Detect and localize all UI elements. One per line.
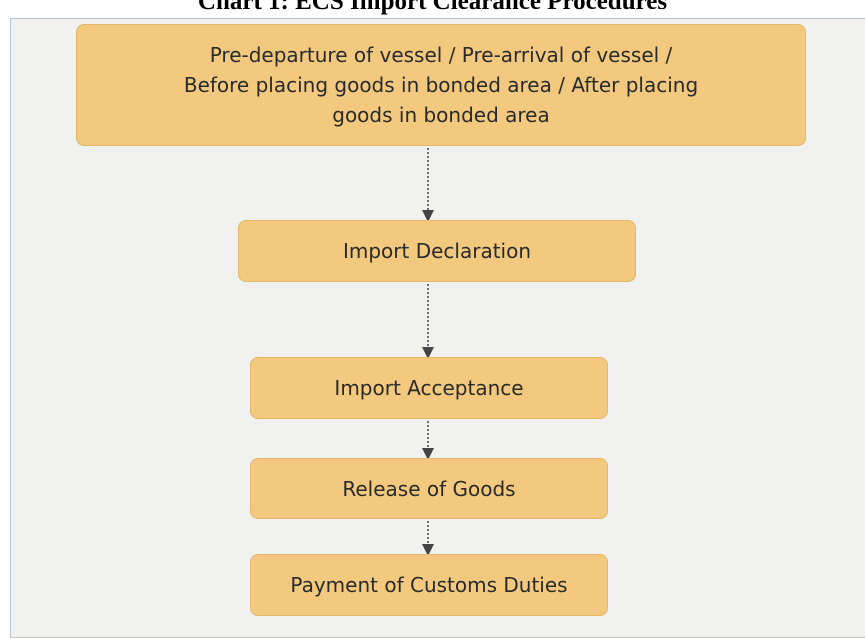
step-text: goods in bonded area: [332, 103, 550, 127]
step-text: Payment of Customs Duties: [290, 573, 568, 597]
step-text: Import Acceptance: [334, 376, 524, 400]
step-box: Import Acceptance: [250, 357, 608, 419]
step-text: Import Declaration: [342, 239, 532, 263]
step-box: Import Declaration: [238, 220, 636, 282]
step-text: Pre-departure of vessel / Pre-arrival of…: [209, 43, 673, 67]
step-box: Pre-departure of vessel / Pre-arrival of…: [76, 24, 806, 146]
step-text: Release of Goods: [342, 476, 516, 501]
step-box: Release of Goods: [250, 458, 608, 519]
step-text: Before placing goods in bonded area / Af…: [183, 73, 699, 97]
chart-title: Chart 1: ECS Import Clearance Procedures: [197, 0, 668, 15]
step-box: Payment of Customs Duties: [250, 554, 608, 616]
